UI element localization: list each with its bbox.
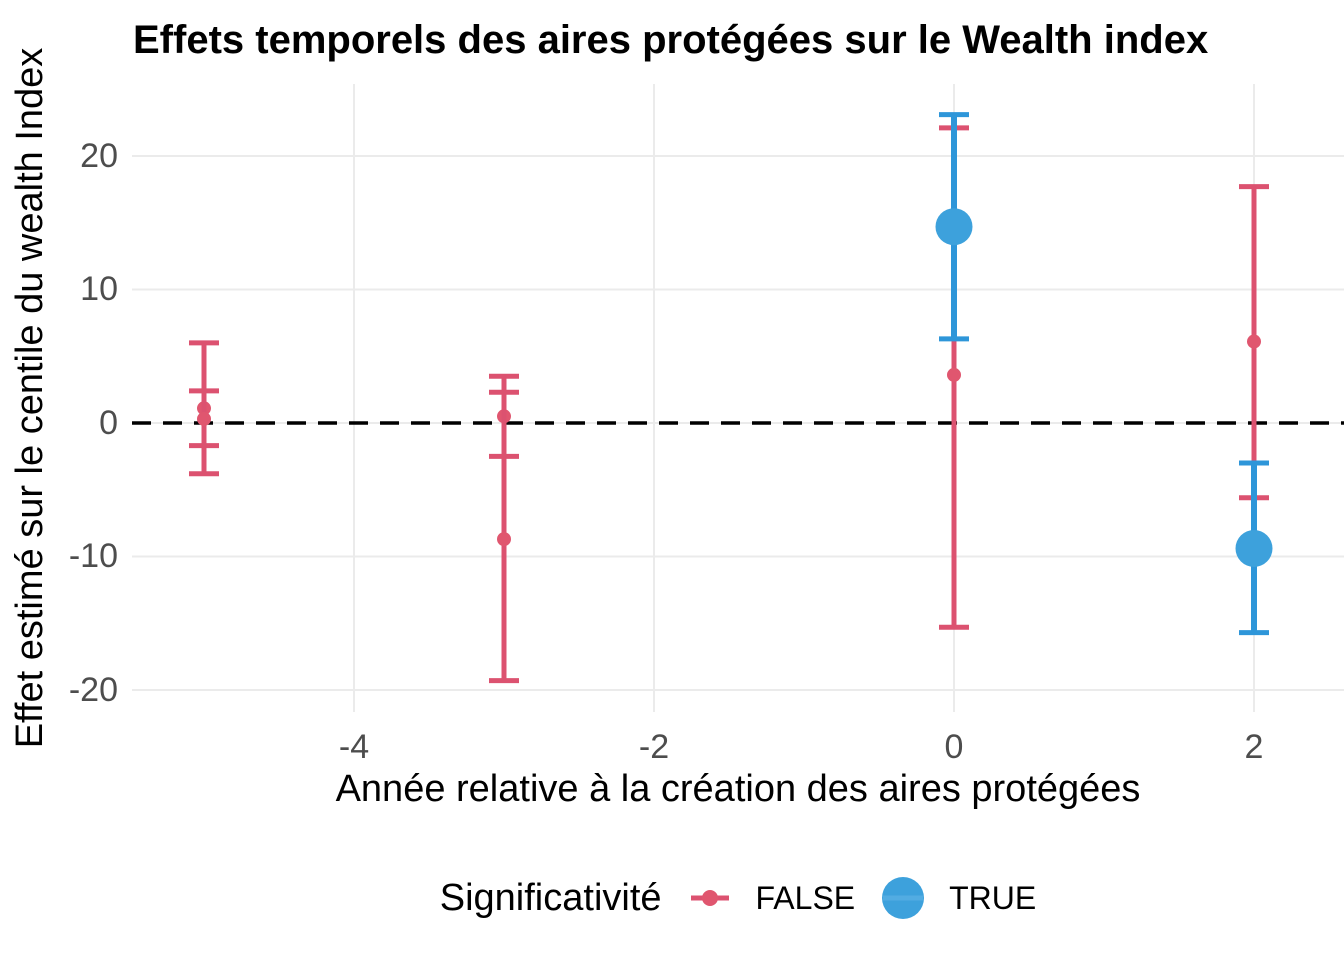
legend-item-true: TRUE <box>881 876 1036 920</box>
y-tick-label: -10 <box>68 537 118 576</box>
pointrange-false <box>489 389 519 684</box>
pointrange-true <box>935 112 973 342</box>
y-tick-label: 0 <box>99 403 118 442</box>
panel-svg <box>132 84 1344 712</box>
legend-label: FALSE <box>755 879 856 916</box>
estimate-point <box>935 208 973 246</box>
y-tick-label: 10 <box>80 270 118 309</box>
legend-key-false-icon <box>690 890 729 906</box>
plot-title: Effets temporels des aires protégées sur… <box>133 18 1209 62</box>
legend-title: Significativité <box>439 876 662 919</box>
x-tick-label: -4 <box>338 728 370 766</box>
x-axis-title: Année relative à la création des aires p… <box>335 768 1141 810</box>
estimate-point <box>1235 529 1273 567</box>
pointrange-true <box>1235 460 1273 636</box>
x-tick-label: 2 <box>1244 728 1264 766</box>
estimate-point <box>1247 334 1261 349</box>
pointrange-false <box>189 388 219 449</box>
legend: Significativité FALSE TRUE <box>132 868 1344 928</box>
estimate-point <box>947 367 961 382</box>
x-tick-label: 0 <box>944 728 964 766</box>
legend-label: TRUE <box>949 879 1037 916</box>
pointrange-false <box>1239 184 1269 501</box>
y-tick-label: -20 <box>68 670 118 709</box>
estimate-point <box>497 532 511 547</box>
y-tick-label: 20 <box>80 136 118 175</box>
legend-key-true-icon <box>882 877 925 919</box>
plot-panel <box>132 84 1344 712</box>
estimate-point <box>197 411 211 426</box>
legend-item-false: FALSE <box>688 876 856 920</box>
x-tick-label: -2 <box>638 728 670 766</box>
